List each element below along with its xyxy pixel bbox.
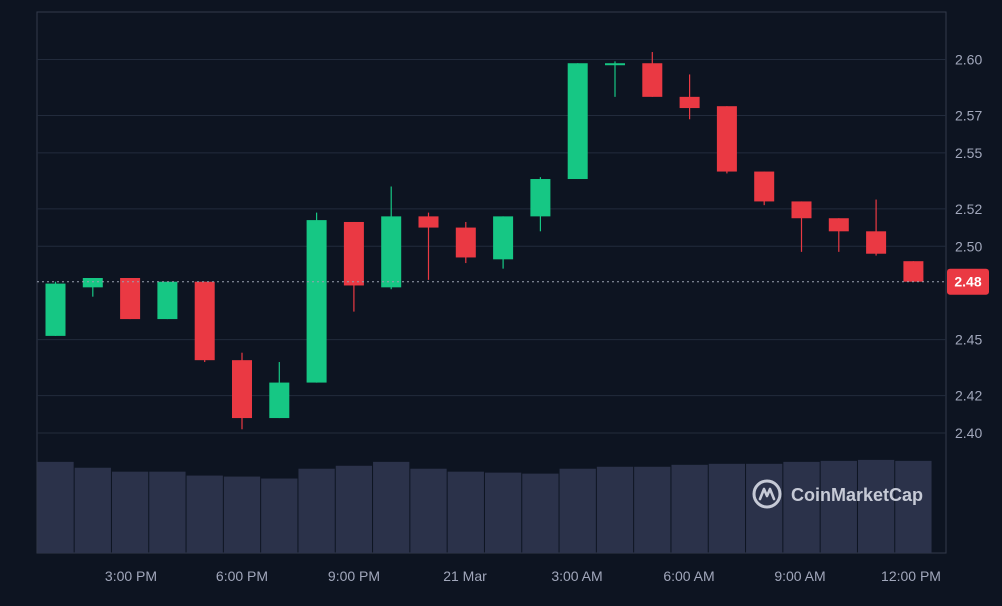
candle-up [605, 63, 625, 66]
candle-up [567, 63, 588, 180]
x-tick-label: 21 Mar [443, 568, 487, 584]
candle-up [45, 283, 66, 336]
x-tick-label: 12:00 PM [881, 568, 941, 584]
x-tick-label: 3:00 AM [551, 568, 602, 584]
candle-down [120, 277, 141, 320]
y-tick-label: 2.60 [955, 52, 982, 68]
volume-bar [522, 473, 559, 553]
candle-down [232, 360, 252, 419]
grid-lines [36, 11, 947, 554]
candle-down [418, 216, 439, 228]
volume-bar [186, 475, 223, 553]
last-price-badge [947, 268, 989, 295]
volume-bar [373, 461, 410, 553]
candle-down [828, 218, 849, 232]
volume-bar [74, 467, 111, 553]
candle-up [82, 277, 103, 288]
volume-bar [261, 478, 298, 553]
candle-down [866, 231, 887, 254]
coinmarketcap-watermark: CoinMarketCap [752, 479, 923, 509]
candle-down [903, 261, 924, 282]
volume-bar [857, 459, 895, 553]
x-tick-label: 6:00 PM [216, 568, 268, 584]
y-tick-label: 2.40 [955, 425, 982, 441]
volume-bar [149, 471, 186, 553]
watermark-text: CoinMarketCap [791, 485, 923, 505]
y-tick-label: 2.57 [955, 108, 982, 124]
volume-bar [410, 468, 447, 553]
y-tick-label: 2.45 [955, 332, 982, 348]
volume-bar [783, 461, 820, 553]
volume-bar [708, 463, 746, 553]
x-tick-label: 9:00 AM [774, 568, 825, 584]
candle-up [157, 281, 178, 320]
volume-bar [111, 471, 149, 553]
last-price-label: 2.48 [954, 274, 981, 290]
y-tick-label: 2.55 [955, 145, 982, 161]
candle-down [642, 63, 663, 97]
x-tick-label: 3:00 PM [105, 568, 157, 584]
volume-bar [746, 463, 783, 553]
volume-bar [484, 472, 522, 553]
volume-bar [820, 460, 857, 553]
candle-up [493, 216, 514, 260]
volume-bar [895, 460, 932, 553]
volume-bar [335, 465, 373, 553]
volume-bar [634, 466, 671, 553]
y-tick-label: 2.42 [955, 388, 982, 404]
coinmarketcap-logo-icon [752, 479, 782, 509]
candle-down [194, 281, 215, 361]
y-tick-label: 2.50 [955, 238, 982, 254]
volume-bar [671, 464, 708, 553]
volume-bar [447, 471, 484, 553]
candle-up [306, 220, 327, 383]
axes: 2.40 2.42 2.45 2.50 2.52 2.55 2.57 2.60 3:00 PM 6… [105, 52, 983, 585]
volume-bar [596, 466, 634, 553]
candle-down [679, 96, 700, 109]
candle-up [269, 382, 290, 419]
x-tick-label: 9:00 PM [328, 568, 380, 584]
x-tick-label: 6:00 AM [663, 568, 714, 584]
candle-down [716, 106, 737, 172]
volume-bar [298, 468, 335, 553]
candle-down [791, 201, 812, 219]
volume-bar [37, 461, 74, 553]
candle-up [381, 216, 402, 288]
volume-bars [37, 459, 932, 553]
candle-down [343, 221, 364, 286]
candle-down [455, 227, 476, 258]
candle-down [754, 171, 775, 202]
candle-up [530, 179, 551, 217]
volume-bar [559, 468, 596, 553]
last-price-tag: 2.48 [37, 268, 989, 295]
volume-bar [223, 476, 261, 553]
candles [45, 52, 924, 430]
y-tick-label: 2.52 [955, 201, 982, 217]
